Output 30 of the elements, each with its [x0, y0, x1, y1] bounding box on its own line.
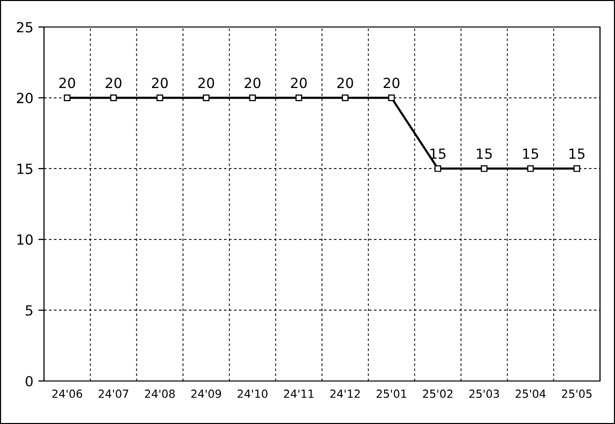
data-label: 15: [476, 148, 492, 159]
y-tick-label: 15: [17, 164, 32, 174]
data-label: 15: [570, 148, 584, 159]
data-label: 20: [198, 78, 214, 88]
data-label: 15: [430, 148, 446, 159]
x-tick-label: 24'09: [191, 390, 222, 398]
y-tick-label: 0: [26, 376, 33, 386]
x-tick-label: 25'01: [376, 390, 406, 398]
x-tick-label: 24'07: [98, 390, 128, 398]
x-tick-label: 24'12: [330, 390, 360, 398]
data-label: 20: [384, 78, 400, 88]
data-label: 20: [59, 78, 76, 88]
x-tick-label: 25'03: [469, 390, 499, 398]
data-label: 15: [523, 148, 538, 159]
y-tick-label: 25: [16, 22, 32, 32]
x-tick-label: 24'06: [52, 390, 82, 398]
x-tick-label: 24'08: [144, 390, 175, 398]
y-tick-label: 10: [17, 234, 33, 245]
x-tick-label: 25'04: [516, 390, 546, 398]
data-label: 20: [244, 78, 260, 88]
y-tick-label: 20: [16, 92, 33, 104]
x-tick-label: 24'11: [284, 390, 314, 398]
x-tick-label: 25'05: [562, 390, 592, 398]
x-tick-label: 25'02: [422, 390, 452, 398]
data-label: 20: [337, 78, 354, 88]
data-label: 20: [291, 78, 307, 88]
y-tick-label: 5: [26, 305, 32, 316]
data-label: 20: [106, 78, 122, 88]
data-label: 20: [152, 78, 168, 88]
x-tick-label: 24'10: [238, 390, 268, 398]
